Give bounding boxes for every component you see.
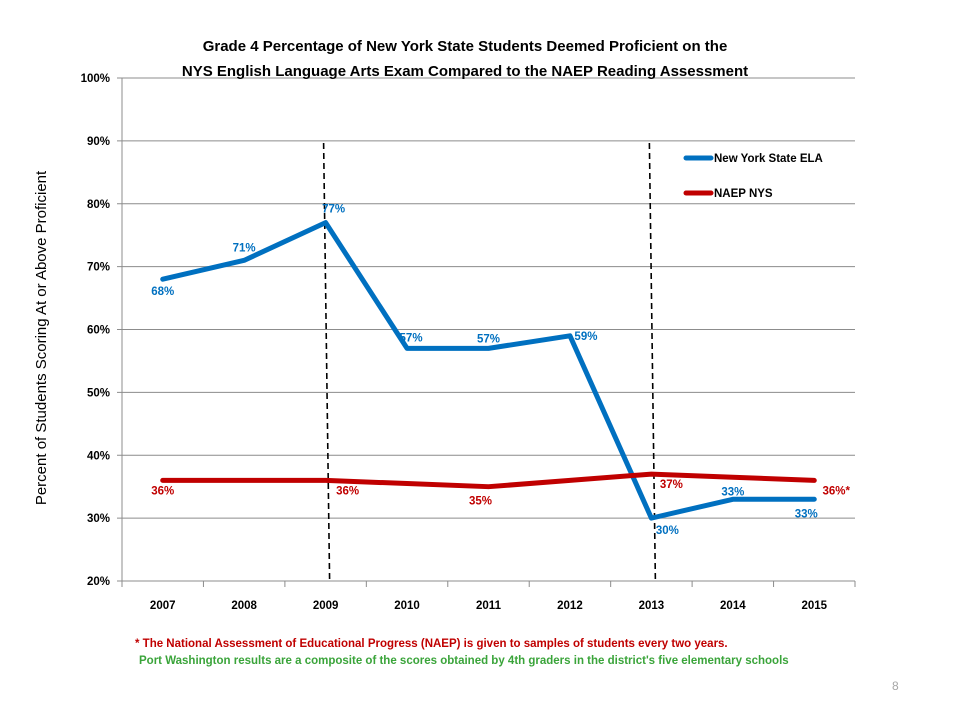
y-tick-label: 20% [87,576,110,588]
x-tick-label: 2012 [557,600,583,612]
x-tick-label: 2011 [476,600,502,612]
nys-ela-data-label: 30% [656,525,679,537]
x-tick-label: 2009 [313,600,339,612]
naep-nys-data-label: 36% [151,485,174,497]
y-tick-label: 60% [87,325,110,337]
chart-title-line-2: NYS English Language Arts Exam Compared … [182,63,748,80]
y-tick-label: 100% [81,73,110,85]
y-axis-label: Percent of Students Scoring At or Above … [33,170,50,505]
vertical-dashed-marker [648,142,657,582]
nys-ela-data-label: 59% [574,331,597,343]
x-tick-label: 2007 [150,600,176,612]
nys-ela-data-label: 33% [721,486,744,498]
nys-ela-data-label: 77% [322,204,345,216]
y-tick-label: 80% [87,199,110,211]
x-tick-label: 2013 [639,600,665,612]
page-number: 8 [892,679,899,693]
chart-title-line-1: Grade 4 Percentage of New York State Stu… [203,38,728,55]
naep-nys-data-label: 37% [660,479,683,491]
x-tick-label: 2008 [231,600,257,612]
y-tick-label: 40% [87,450,110,462]
x-tick-label: 2010 [394,600,420,612]
x-tick-label: 2015 [801,600,827,612]
nys-ela-data-label: 33% [795,508,818,520]
x-tick-label: 2014 [720,600,746,612]
naep-nys-data-label: 36% [336,485,359,497]
y-tick-label: 30% [87,513,110,525]
nys-ela-data-label: 71% [233,242,256,254]
nys-ela-data-label: 57% [400,332,423,344]
port-washington-footnote: Port Washington results are a composite … [139,655,789,667]
legend-label-nys-ela: New York State ELA [714,153,823,165]
naep-nys-line [160,471,817,490]
y-tick-label: 50% [87,387,110,399]
naep-footnote: * The National Assessment of Educational… [135,638,728,650]
nys-ela-data-label: 68% [151,286,174,298]
naep-nys-data-label: 36%* [823,485,851,497]
nys-ela-data-label: 57% [477,333,500,345]
vertical-dashed-marker [322,142,331,582]
y-tick-label: 90% [87,136,110,148]
legend-label-naep-nys: NAEP NYS [714,188,773,200]
naep-nys-data-label: 35% [469,496,492,508]
y-tick-label: 70% [87,262,110,274]
